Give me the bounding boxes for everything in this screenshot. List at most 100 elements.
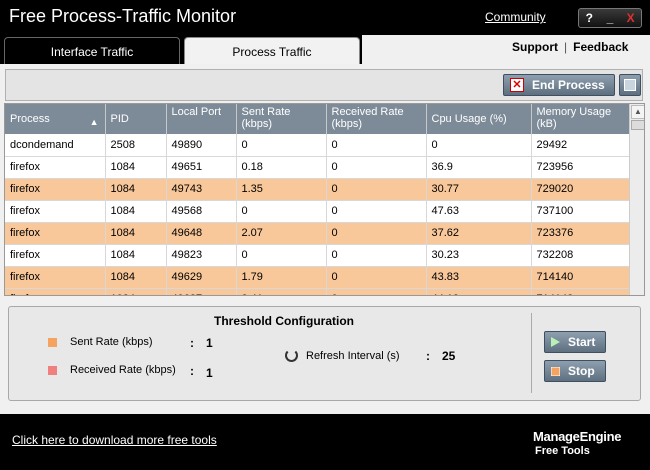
column-header-sent-rate[interactable]: Sent Rate (kbps)	[236, 104, 327, 134]
table-cell: 2508	[105, 134, 167, 157]
table-cell: dcondemand	[5, 134, 106, 157]
table-row[interactable]: firefox 1084 49629 1.79 0 43.83 714140	[5, 266, 630, 289]
column-header-cpu-usage[interactable]: Cpu Usage (%)	[426, 104, 532, 134]
table-cell: 729020	[531, 178, 630, 201]
app-title: Free Process-Traffic Monitor	[9, 6, 237, 26]
column-header-memory-usage[interactable]: Memory Usage (kB)	[531, 104, 630, 134]
close-icon[interactable]: X	[626, 11, 635, 25]
received-rate-row: Received Rate (kbps)	[48, 364, 176, 376]
table-row[interactable]: dcondemand 2508 49890 0 0 0 29492	[5, 134, 630, 157]
table-row[interactable]: firefox 1084 49648 2.07 0 37.62 723376	[5, 222, 630, 245]
end-process-label: End Process	[532, 78, 605, 92]
process-table: Process ▲ PID Local Port Sent Rate (kbps)…	[4, 103, 645, 296]
threshold-configuration: Threshold Configuration Sent Rate (kbps)…	[8, 306, 641, 401]
table-cell: 49568	[166, 200, 237, 223]
table-cell: 0	[426, 134, 532, 157]
vertical-scrollbar[interactable]: ▲	[629, 104, 644, 295]
download-tools-link[interactable]: Click here to download more free tools	[12, 433, 217, 447]
scroll-up-icon[interactable]: ▲	[631, 105, 644, 119]
link-separator: |	[564, 40, 568, 54]
threshold-title: Threshold Configuration	[214, 314, 354, 328]
start-button[interactable]: Start	[544, 331, 606, 353]
header-links-bg	[362, 35, 650, 65]
table-row[interactable]: firefox1084496372.41044.13714148	[5, 288, 630, 295]
threshold-divider	[531, 313, 532, 393]
table-cell: 737100	[531, 200, 630, 223]
feedback-link[interactable]: Feedback	[573, 40, 629, 54]
minimize-icon[interactable]: _	[606, 11, 614, 25]
table-cell: 1084	[105, 178, 167, 201]
sent-rate-swatch	[48, 337, 57, 347]
table-cell: 1084	[105, 244, 167, 267]
table-cell: 0	[326, 244, 427, 267]
table-cell: firefox	[5, 156, 106, 179]
table-row[interactable]: firefox 1084 49743 1.35 0 30.77 729020	[5, 178, 630, 201]
sort-ascending-icon: ▲	[89, 117, 99, 127]
table-cell: 0	[236, 134, 327, 157]
refresh-interval-value[interactable]: 25	[442, 349, 456, 363]
table-cell: 723376	[531, 222, 630, 245]
end-process-button[interactable]: ✕ End Process	[503, 74, 615, 96]
table-row[interactable]: firefox 1084 49568 0 0 47.63 737100	[5, 200, 630, 223]
stop-icon	[550, 366, 560, 376]
window-controls: ? _ X	[578, 8, 642, 28]
table-cell: 1084	[105, 288, 167, 295]
received-rate-swatch	[48, 365, 57, 375]
sent-rate-value[interactable]: 1	[206, 336, 213, 350]
window-view-icon[interactable]	[619, 74, 641, 96]
table-cell: 0	[326, 134, 427, 157]
community-link[interactable]: Community	[485, 10, 546, 24]
sent-rate-row: Sent Rate (kbps)	[48, 336, 153, 348]
brand-name: ManageEngine	[533, 429, 622, 444]
table-cell: 714148	[531, 288, 630, 295]
column-header-process[interactable]: Process ▲	[5, 104, 106, 134]
table-cell: 0	[326, 288, 427, 295]
table-cell: 49890	[166, 134, 237, 157]
main-panel: Support | Feedback ✕ End Process Process…	[0, 35, 650, 414]
table-cell: 44.13	[426, 288, 532, 295]
table-cell: 49651	[166, 156, 237, 179]
refresh-interval-label: Refresh Interval (s)	[306, 349, 400, 362]
column-header-received-rate[interactable]: Received Rate (kbps)	[326, 104, 427, 134]
table-cell: 0	[326, 156, 427, 179]
table-cell: 49637	[166, 288, 237, 295]
support-link[interactable]: Support	[512, 40, 558, 54]
table-cell: 1084	[105, 266, 167, 289]
stop-label: Stop	[568, 364, 595, 378]
table-cell: 37.62	[426, 222, 532, 245]
table-cell: 47.63	[426, 200, 532, 223]
received-rate-value[interactable]: 1	[206, 366, 213, 380]
table-cell: 30.77	[426, 178, 532, 201]
table-cell: 2.07	[236, 222, 327, 245]
tab-interface-traffic[interactable]: Interface Traffic	[4, 37, 180, 65]
start-label: Start	[568, 335, 596, 349]
header-links: Support | Feedback	[512, 40, 628, 54]
table-cell: 30.23	[426, 244, 532, 267]
table-cell: 36.9	[426, 156, 532, 179]
close-x-icon: ✕	[510, 78, 524, 92]
table-cell: 49648	[166, 222, 237, 245]
table-cell: firefox	[5, 288, 106, 295]
table-row[interactable]: firefox 1084 49823 0 0 30.23 732208	[5, 244, 630, 267]
toolbar: ✕ End Process	[5, 69, 643, 101]
table-cell: firefox	[5, 244, 106, 267]
tab-bar: Interface Traffic Process Traffic	[0, 35, 650, 65]
table-cell: 1.35	[236, 178, 327, 201]
received-rate-label: Received Rate (kbps)	[70, 364, 176, 376]
table-cell: firefox	[5, 200, 106, 223]
table-cell: firefox	[5, 266, 106, 289]
footer: Click here to download more free tools M…	[0, 414, 650, 470]
stop-button[interactable]: Stop	[544, 360, 606, 382]
column-header-local-port[interactable]: Local Port	[166, 104, 237, 134]
table-row[interactable]: firefox 1084 49651 0.18 0 36.9 723956	[5, 156, 630, 179]
table-cell: firefox	[5, 222, 106, 245]
manageengine-logo: ManageEngine Free Tools	[533, 429, 621, 459]
table-cell: 49629	[166, 266, 237, 289]
column-header-pid[interactable]: PID	[105, 104, 167, 134]
help-icon[interactable]: ?	[585, 11, 593, 25]
table-cell: 0	[236, 200, 327, 223]
scroll-thumb[interactable]	[631, 120, 644, 130]
table-cell: 714140	[531, 266, 630, 289]
tab-process-traffic[interactable]: Process Traffic	[184, 37, 360, 65]
received-rate-colon: :	[190, 364, 194, 378]
